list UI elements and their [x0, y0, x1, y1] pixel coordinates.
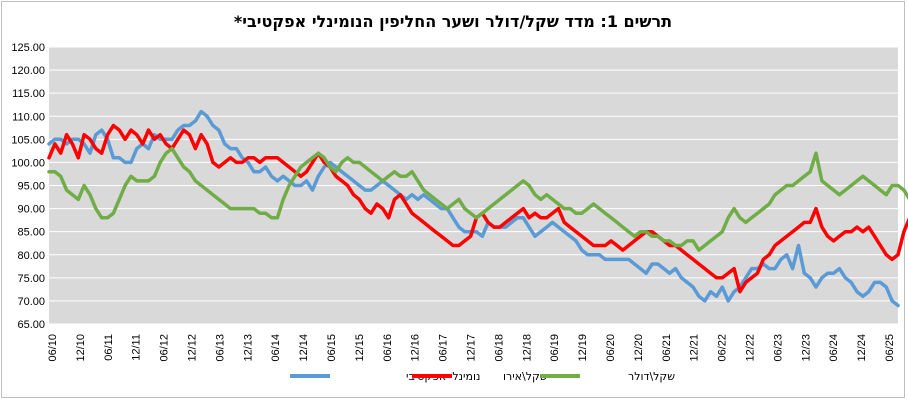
x-tick-label: 06/16	[382, 334, 394, 362]
series-line-1	[47, 123, 908, 294]
x-tick-label: 12/16	[410, 334, 422, 362]
chart-title: תרשים 1: מדד שקל/דולר ושער החליפין הנומי…	[233, 12, 673, 31]
x-tick-label: 12/12	[187, 334, 199, 362]
x-tick-label: 06/24	[828, 334, 840, 362]
x-tick-label: 06/11	[103, 334, 115, 361]
x-tick-label: 12/14	[298, 334, 310, 362]
x-tick-label: 12/23	[800, 334, 812, 362]
x-tick-label: 12/10	[75, 334, 87, 362]
y-tick-label: 70.00	[17, 296, 45, 308]
y-tick-label: 80.00	[17, 250, 45, 262]
x-tick-label: 12/15	[354, 334, 366, 362]
y-tick-label: 120.00	[11, 65, 45, 77]
x-tick-label: 06/20	[605, 334, 617, 362]
x-tick-label: 06/23	[772, 334, 784, 362]
y-tick-label: 100.00	[11, 157, 45, 169]
y-tick-label: 75.00	[17, 273, 45, 285]
x-tick-label: 12/18	[521, 334, 533, 362]
legend-label-2: שקל\דולר	[628, 370, 675, 383]
x-tick-label: 06/18	[493, 334, 505, 362]
x-tick-label: 12/19	[577, 334, 589, 362]
x-tick-label: 12/11	[131, 334, 143, 361]
y-tick-label: 110.00	[12, 111, 45, 123]
x-tick-label: 06/12	[159, 334, 171, 362]
y-axis-ticks: 125.00 120.00 115.00 110.00 105.00 100.00 95.0…	[11, 42, 45, 331]
x-tick-label: 12/24	[856, 334, 868, 362]
y-tick-label: 115.00	[12, 88, 45, 100]
x-tick-label: 06/21	[661, 334, 673, 362]
y-tick-label: 95.00	[17, 181, 45, 193]
x-tick-label: 06/15	[326, 334, 338, 362]
gridlines	[49, 46, 898, 325]
x-tick-label: 06/14	[270, 334, 282, 362]
x-tick-label: 12/17	[466, 334, 478, 362]
x-tick-label: 12/13	[242, 334, 254, 362]
x-axis-ticks: 06/10 12/10 06/11 12/11 06/12 12/12 06/13 12/13…	[47, 334, 896, 362]
x-tick-label: 06/13	[214, 334, 226, 362]
series-lines	[47, 109, 908, 308]
y-tick-label: 85.00	[17, 227, 45, 239]
legend-label-1: שקל\אירו	[503, 370, 548, 383]
x-tick-label: 12/21	[689, 334, 701, 362]
x-tick-label: 12/22	[745, 334, 757, 362]
y-tick-label: 125.00	[11, 42, 45, 54]
x-tick-label: 06/22	[717, 334, 729, 362]
y-tick-label: 90.00	[17, 204, 45, 216]
y-tick-label: 65.00	[17, 319, 45, 331]
x-tick-label: 06/10	[47, 334, 59, 362]
x-tick-label: 06/19	[549, 334, 561, 362]
y-tick-label: 105.00	[11, 134, 45, 146]
x-tick-label: 06/17	[438, 334, 450, 362]
x-tick-label: 06/25	[884, 334, 896, 362]
x-tick-label: 12/20	[633, 334, 645, 362]
series-line-2	[47, 146, 908, 252]
